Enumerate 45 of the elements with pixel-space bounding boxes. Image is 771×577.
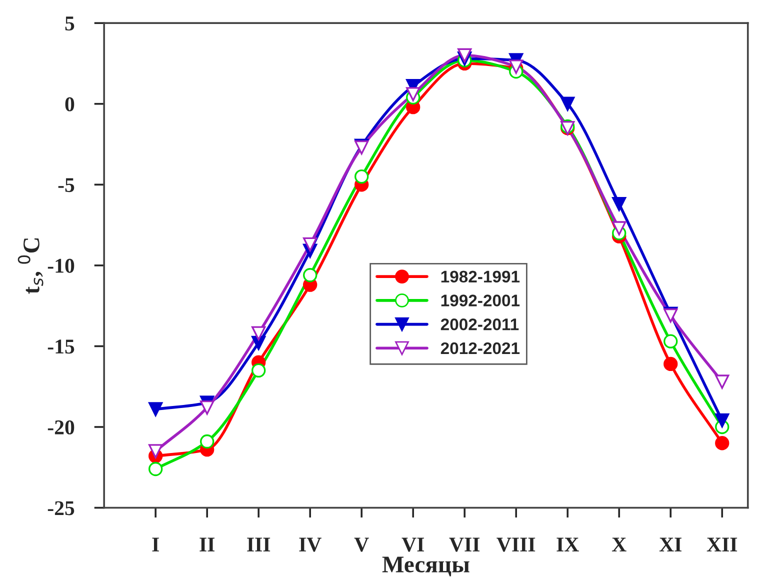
point	[148, 444, 163, 458]
point	[715, 436, 730, 450]
point	[200, 434, 214, 449]
legend-label: 2002-2011	[440, 318, 519, 330]
x-tick-label: XI	[659, 538, 682, 552]
y-tick-label: 0	[65, 97, 74, 112]
x-tick-label: VI	[402, 538, 424, 552]
x-tick-label: II	[200, 538, 214, 552]
legend-label: 1992-2001	[441, 294, 520, 306]
x-tick-label: III	[247, 538, 270, 552]
point	[354, 169, 369, 184]
x-axis-title: Месяцы	[382, 556, 470, 576]
point	[303, 268, 318, 282]
x-tick-label: X	[612, 538, 626, 552]
x-tick-label: VII	[449, 538, 480, 552]
point	[252, 326, 266, 340]
point	[200, 400, 214, 415]
y-tick-label: -20	[48, 420, 74, 434]
point	[560, 96, 575, 111]
point	[612, 221, 626, 236]
x-tick-label: V	[354, 538, 369, 552]
point	[458, 48, 472, 62]
x-tick-label: I	[152, 538, 159, 552]
x-tick-label: IV	[299, 538, 322, 552]
point	[664, 334, 678, 348]
x-tick-label: VIII	[496, 538, 536, 552]
point	[406, 87, 420, 102]
y-axis-title: t$_{s}$, $^{0}$C	[18, 238, 44, 294]
point	[612, 196, 626, 212]
y-tick-label: -10	[48, 258, 74, 273]
point	[148, 462, 163, 476]
y-tick-label: -25	[48, 501, 74, 516]
point	[715, 413, 730, 428]
point	[148, 402, 163, 416]
y-tick-label: -5	[58, 178, 74, 192]
legend-label: 2012-2021	[440, 342, 520, 354]
point	[252, 363, 266, 378]
point	[715, 374, 730, 389]
point	[664, 356, 678, 372]
legend-label: 1982-1991	[441, 270, 520, 283]
x-tick-label: XII	[706, 538, 738, 552]
y-tick-label: 5	[65, 16, 74, 31]
point	[303, 237, 318, 252]
y-tick-label: -15	[48, 340, 74, 354]
x-tick-label: IX	[556, 538, 579, 552]
